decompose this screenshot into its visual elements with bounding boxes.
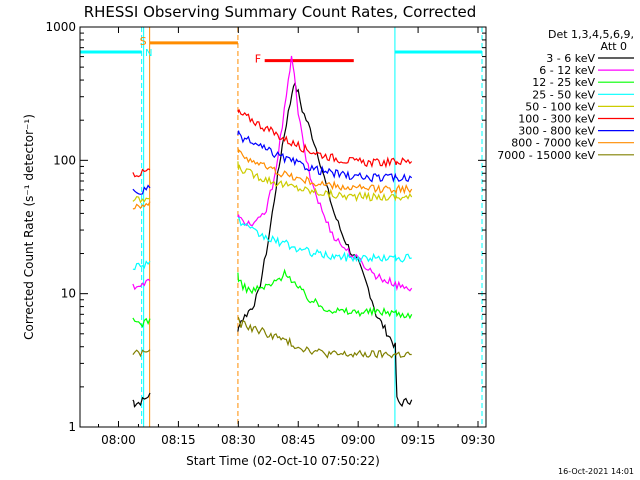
generation-timestamp: 16-Oct-2021 14:01 [558, 467, 634, 476]
y-axis-label: Corrected Count Rate (s⁻¹ detector⁻¹) [22, 114, 36, 340]
marker-n-label: N [145, 48, 152, 59]
series-line-8-seg-0 [132, 349, 151, 358]
legend-label-0: 3 - 6 keV [546, 52, 595, 65]
legend-label-3: 25 - 50 keV [532, 88, 595, 101]
x-tick-label-2: 08:30 [221, 433, 256, 447]
y-tick-label-0: 1 [68, 420, 76, 434]
series-line-1-seg-1 [237, 55, 413, 292]
series-line-0-seg-1 [237, 80, 413, 408]
series-line-2-seg-0 [132, 317, 151, 328]
series-line-6-seg-0 [132, 184, 151, 195]
x-axis-label: Start Time (02-Oct-10 07:50:22) [186, 454, 380, 468]
y-tick-label-3: 1000 [45, 20, 76, 34]
series-line-4-seg-1 [237, 161, 413, 203]
legend-header-line-1: Det 1,3,4,5,6,9, [548, 28, 634, 41]
x-axis: 08:00 08:15 08:30 08:45 09:00 09:15 09:30 [98, 27, 496, 447]
y-tick-label-1: 10 [61, 287, 76, 301]
series-line-6-seg-1 [237, 130, 413, 183]
legend-label-7: 800 - 7000 keV [511, 137, 595, 150]
series-line-5-seg-1 [237, 108, 413, 169]
series-line-2-seg-1 [237, 268, 413, 320]
x-tick-label-6: 09:30 [461, 433, 496, 447]
series-line-3-seg-1 [237, 216, 412, 264]
x-tick-label-3: 08:45 [281, 433, 316, 447]
legend-label-1: 6 - 12 keV [539, 64, 595, 77]
legend-label-6: 300 - 800 keV [518, 125, 595, 138]
plot-area: S F N [80, 27, 483, 427]
legend-header-line-2: Att 0 [601, 40, 627, 53]
legend-label-5: 100 - 300 keV [518, 113, 595, 126]
y-axis: 1 10 100 1000 [45, 20, 486, 434]
series-line-7-seg-0 [132, 201, 151, 210]
series-line-7-seg-1 [237, 147, 413, 195]
state-bar-label-2: F [255, 53, 261, 66]
series-line-5-seg-0 [132, 168, 151, 178]
x-tick-label-5: 09:15 [401, 433, 436, 447]
legend-label-2: 12 - 25 keV [532, 76, 595, 89]
legend-label-4: 50 - 100 keV [525, 100, 595, 113]
series-line-0-seg-0 [132, 392, 151, 408]
plot-frame [79, 26, 487, 428]
series-line-4-seg-0 [132, 196, 151, 204]
y-tick-label-2: 100 [53, 153, 76, 167]
x-tick-label-4: 09:00 [341, 433, 376, 447]
series-line-8-seg-1 [237, 316, 412, 359]
legend-label-8: 7000 - 15000 keV [497, 149, 595, 162]
series-line-3-seg-0 [132, 260, 151, 271]
state-bar-label-1: S [140, 35, 147, 48]
series-line-1-seg-0 [132, 278, 151, 291]
chart-title: RHESSI Observing Summary Count Rates, Co… [84, 3, 477, 21]
x-tick-label-1: 08:15 [161, 433, 196, 447]
x-tick-label-0: 08:00 [101, 433, 136, 447]
